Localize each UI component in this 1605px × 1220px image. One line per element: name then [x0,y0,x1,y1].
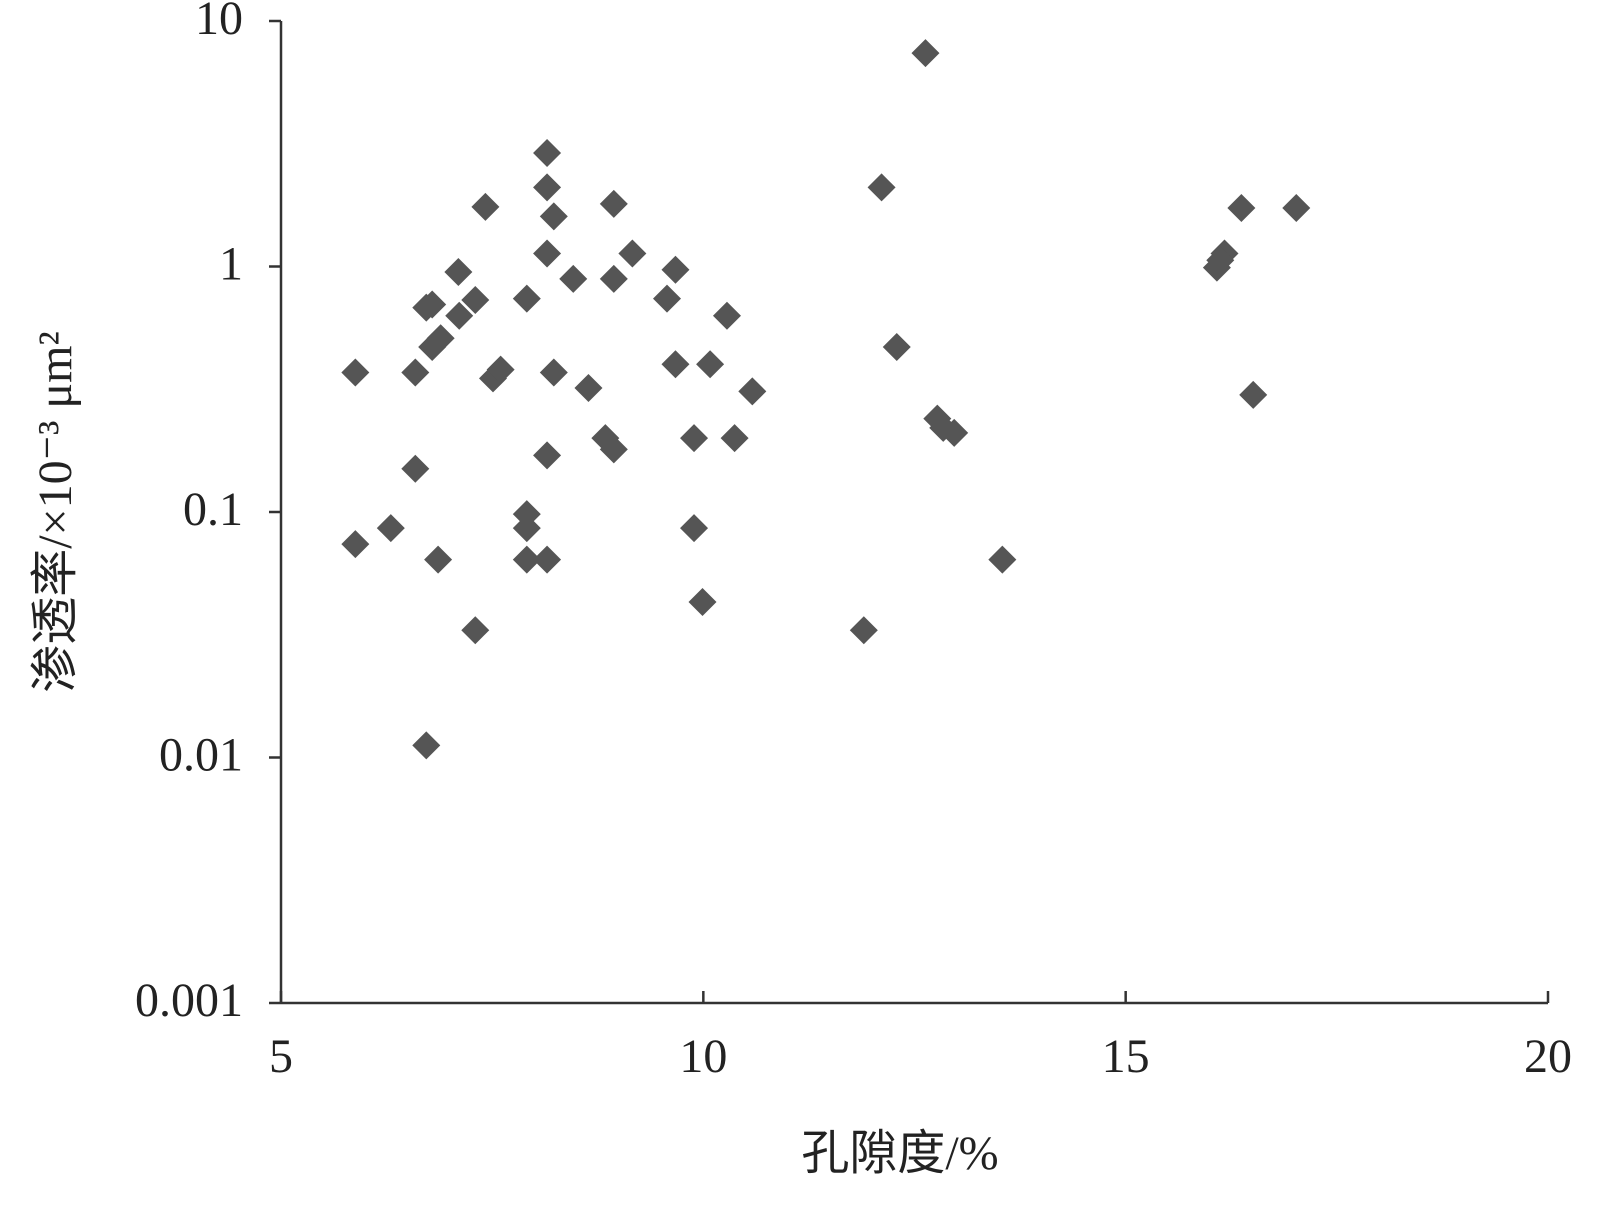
marker [559,264,588,293]
marker [418,290,447,319]
marker [376,514,405,543]
x-tick-label: 15 [1102,1030,1150,1083]
marker [680,514,709,543]
marker [461,286,490,315]
marker [424,545,453,574]
marker [412,731,441,760]
marker [512,545,541,574]
marker [512,284,541,313]
marker [882,332,911,361]
marker [867,173,896,202]
marker [720,424,749,453]
marker [1206,246,1235,275]
marker [712,301,741,330]
marker [929,413,958,442]
marker [533,239,562,268]
marker [471,192,500,221]
marker [911,39,940,68]
marker [696,350,725,379]
y-tick-label: 0.1 [183,483,243,536]
marker [341,530,370,559]
x-tick-label: 5 [269,1030,293,1083]
marker [680,424,709,453]
marker [533,138,562,167]
marker [341,358,370,387]
marker [539,358,568,387]
marker [539,202,568,231]
y-tick-label: 0.01 [159,729,243,782]
marker [849,616,878,645]
marker [426,324,455,353]
marker [661,350,690,379]
marker [486,355,515,384]
marker [599,189,628,218]
marker [688,587,717,616]
y-tick-label: 1 [219,238,243,291]
marker [653,284,682,313]
x-axis-label: 孔隙度/% [801,1127,998,1180]
x-tick-label: 20 [1524,1030,1572,1083]
x-tick-label: 10 [679,1030,727,1083]
y-tick-label: 10 [195,0,243,45]
marker [1239,380,1268,409]
marker [599,264,628,293]
marker [461,616,490,645]
marker [533,441,562,470]
marker [445,301,474,330]
y-axis-label: 渗透率/×10⁻³ μm² [29,331,82,693]
marker [1227,194,1256,223]
y-tick-label: 0.001 [135,974,243,1027]
marker [661,255,690,284]
marker [738,377,767,406]
marker [512,514,541,543]
marker [533,173,562,202]
marker [599,435,628,464]
marker [533,545,562,574]
marker [574,373,603,402]
marker [444,257,473,286]
marker [1282,194,1311,223]
marker [401,358,430,387]
marker [988,545,1017,574]
marker [618,239,647,268]
marker [401,454,430,483]
